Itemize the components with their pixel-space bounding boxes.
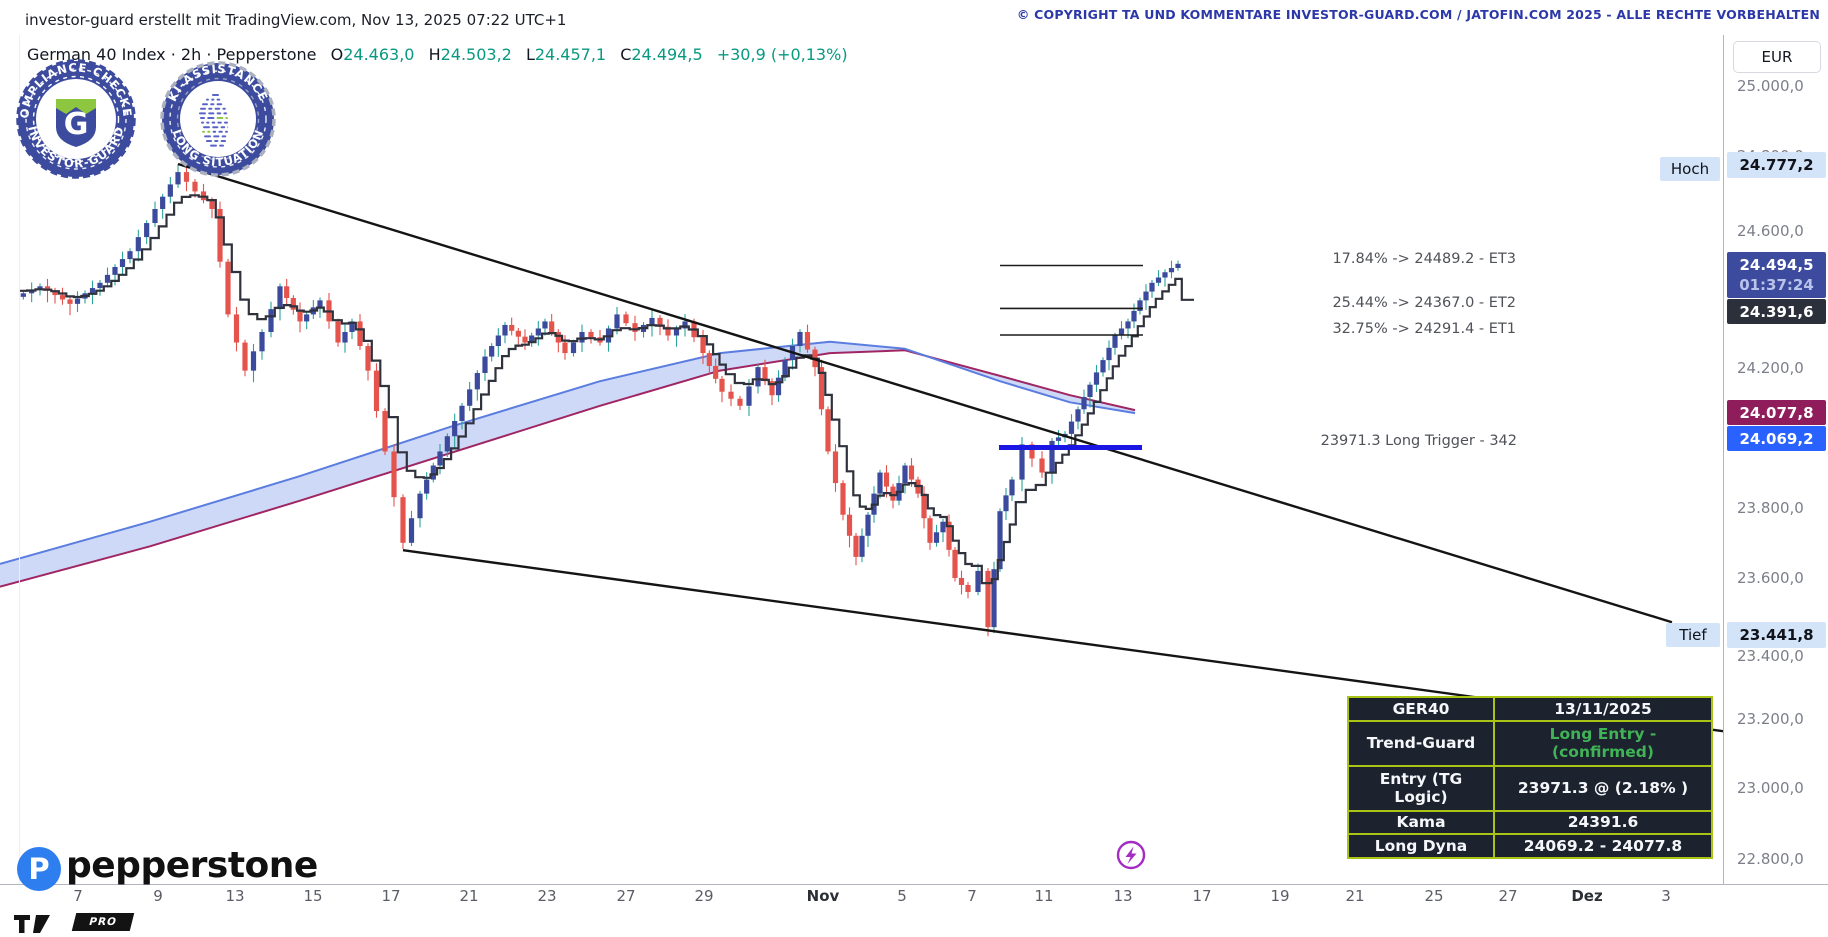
time-tick-label[interactable]: 17	[381, 887, 401, 905]
ohlc-close-value: 24.494,5	[631, 45, 703, 64]
dyna-high-badge: 24.077,8	[1727, 400, 1826, 425]
table-row: Trend-Guard Long Entry - (confirmed)	[1347, 719, 1713, 767]
pepperstone-wordmark: pepperstone	[66, 845, 318, 886]
ohlc-high-label: H	[428, 45, 441, 64]
table-row-value: 24391.6	[1493, 809, 1713, 836]
symbol-title[interactable]: German 40 Index · 2h · Pepperstone	[27, 45, 317, 64]
time-tick-label[interactable]: 29	[694, 887, 714, 905]
tief-label: Tief	[1666, 623, 1720, 647]
pane-left-divider	[19, 35, 20, 884]
ai-face-icon	[199, 94, 228, 147]
time-tick-label[interactable]: 7	[967, 887, 977, 905]
table-row-label: Trend-Guard	[1347, 719, 1495, 767]
dyna-low-badge: 24.069,2	[1727, 426, 1826, 451]
price-tick-label[interactable]: 23.600,0	[1737, 569, 1804, 587]
ki-assistance-badge: KI-ASSISTANCE LONG SITUATION	[160, 61, 276, 177]
ma-band-crimson-line	[0, 349, 1136, 588]
time-tick-label[interactable]: 3	[1661, 887, 1671, 905]
time-tick-label[interactable]: 27	[616, 887, 636, 905]
kama-price-badge: 24.391,6	[1727, 299, 1826, 324]
table-row-label: Kama	[1347, 809, 1495, 836]
price-tick-label[interactable]: 23.800,0	[1737, 499, 1804, 517]
time-tick-label[interactable]: 11	[1034, 887, 1054, 905]
change-value: +30,9 (+0,13%)	[716, 45, 848, 64]
kama-step-line	[19, 194, 1194, 585]
et1-annotation[interactable]: 32.75% -> 24291.4 - ET1	[1332, 321, 1516, 337]
table-row: Entry (TG Logic) 23971.3 @ (2.18% )	[1347, 764, 1713, 812]
ohlc-open-value: 24.463,0	[343, 45, 415, 64]
tief-price-badge: 23.441,8	[1727, 622, 1826, 648]
time-tick-label[interactable]: 13	[225, 887, 245, 905]
price-axis-border[interactable]	[1723, 35, 1724, 884]
candles-layer	[20, 164, 1181, 637]
time-tick-label[interactable]: Nov	[806, 887, 840, 905]
table-row-label: Entry (TG Logic)	[1347, 764, 1495, 812]
time-tick-label[interactable]: 5	[897, 887, 907, 905]
svg-text:G: G	[64, 107, 89, 142]
pepperstone-logo-icon: P	[17, 847, 61, 891]
time-tick-label[interactable]: 27	[1498, 887, 1518, 905]
time-tick-label[interactable]: 15	[303, 887, 323, 905]
time-tick-label[interactable]: 9	[153, 887, 163, 905]
tradingview-pro-badge: PRO	[71, 913, 135, 931]
time-axis-border[interactable]	[0, 884, 1828, 885]
copyright-text: © COPYRIGHT TA UND KOMMENTARE INVESTOR-G…	[1016, 7, 1820, 22]
symbol-legend[interactable]: German 40 Index · 2h · Pepperstone O24.4…	[27, 45, 848, 64]
lightning-event-icon[interactable]	[1113, 838, 1149, 874]
trend-guard-signal-table: GER40 13/11/2025 Trend-Guard Long Entry - (…	[1347, 696, 1713, 859]
table-row-value: Long Entry - (confirmed)	[1493, 719, 1713, 767]
time-tick-label[interactable]: 25	[1424, 887, 1444, 905]
table-row-value: 13/11/2025	[1493, 696, 1713, 722]
table-row: Kama 24391.6	[1347, 809, 1713, 836]
bar-countdown: 01:37:24	[1739, 276, 1814, 294]
time-tick-label[interactable]: 7	[73, 887, 83, 905]
hoch-price-badge: 24.777,2	[1727, 152, 1826, 178]
investor-guard-shield-icon: G	[56, 99, 96, 147]
table-row: Long Dyna 24069.2 - 24077.8	[1347, 833, 1713, 859]
price-tick-label[interactable]: 23.400,0	[1737, 647, 1804, 665]
ma-band-fill	[0, 341, 1135, 587]
last-price-badge: 24.494,5 01:37:24	[1727, 252, 1826, 298]
table-row-label: GER40	[1347, 696, 1495, 722]
hoch-label: Hoch	[1660, 157, 1720, 181]
upper-wedge-line	[177, 162, 1673, 624]
time-tick-label[interactable]: 17	[1192, 887, 1212, 905]
long-trigger-annotation[interactable]: 23971.3 Long Trigger - 342	[1320, 433, 1517, 449]
price-tick-label[interactable]: 25.000,0	[1737, 77, 1804, 95]
table-row-value: 24069.2 - 24077.8	[1493, 833, 1713, 859]
time-tick-label[interactable]: 19	[1270, 887, 1290, 905]
time-tick-label[interactable]: 21	[1345, 887, 1365, 905]
currency-toggle-button[interactable]: EUR	[1733, 41, 1821, 73]
price-tick-label[interactable]: 24.600,0	[1737, 222, 1804, 240]
price-tick-label[interactable]: 23.200,0	[1737, 710, 1804, 728]
et3-annotation[interactable]: 17.84% -> 24489.2 - ET3	[1332, 251, 1516, 267]
et2-annotation[interactable]: 25.44% -> 24367.0 - ET2	[1332, 295, 1516, 311]
last-price: 24.494,5	[1739, 256, 1814, 274]
ohlc-high-value: 24.503,2	[440, 45, 512, 64]
compliance-checked-badge: COMPLIANCE CHECKED INVESTOR-GUARD G	[14, 58, 136, 179]
table-row-label: Long Dyna	[1347, 833, 1495, 859]
price-tick-label[interactable]: 24.200,0	[1737, 359, 1804, 377]
price-tick-label[interactable]: 22.800,0	[1737, 850, 1804, 868]
ohlc-close-label: C	[620, 45, 632, 64]
ohlc-low-label: L	[525, 45, 535, 64]
ohlc-low-value: 24.457,1	[534, 45, 607, 64]
ohlc-open-label: O	[330, 45, 344, 64]
time-tick-label[interactable]: 21	[459, 887, 479, 905]
table-row-value: 23971.3 @ (2.18% )	[1493, 764, 1713, 812]
price-tick-label[interactable]: 23.000,0	[1737, 779, 1804, 797]
tradingview-logo[interactable]	[12, 911, 64, 935]
time-tick-label[interactable]: 23	[537, 887, 557, 905]
generated-by-text: investor-guard erstellt mit TradingView.…	[25, 11, 567, 29]
table-row: GER40 13/11/2025	[1347, 696, 1713, 722]
time-tick-label[interactable]: Dez	[1571, 887, 1603, 905]
time-tick-label[interactable]: 13	[1113, 887, 1133, 905]
